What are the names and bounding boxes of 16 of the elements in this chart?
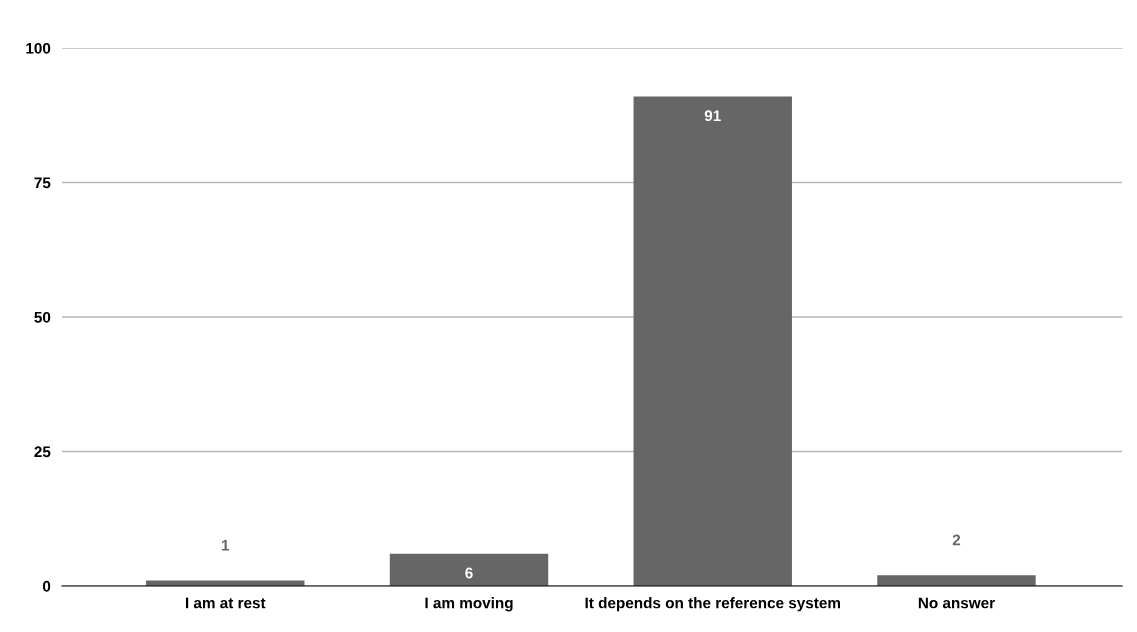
x-tick-label: It depends on the reference system (585, 597, 841, 612)
x-tick-label: I am at rest (185, 597, 266, 609)
data-label: 91 (704, 110, 721, 122)
y-tick-label: 50 (34, 311, 51, 323)
data-label: 2 (952, 534, 961, 546)
bar (389, 553, 549, 586)
x-tick-label: No answer (918, 597, 995, 609)
data-label: 1 (221, 540, 230, 551)
y-tick-label: 100 (26, 42, 51, 54)
x-tick-label: I am moving (425, 597, 513, 612)
y-tick-label: 0 (42, 580, 51, 592)
y-tick-label: 75 (34, 177, 51, 189)
y-tick-label: 25 (34, 446, 51, 458)
bar (633, 96, 792, 586)
bar (877, 575, 1036, 586)
data-label: 6 (465, 567, 473, 579)
